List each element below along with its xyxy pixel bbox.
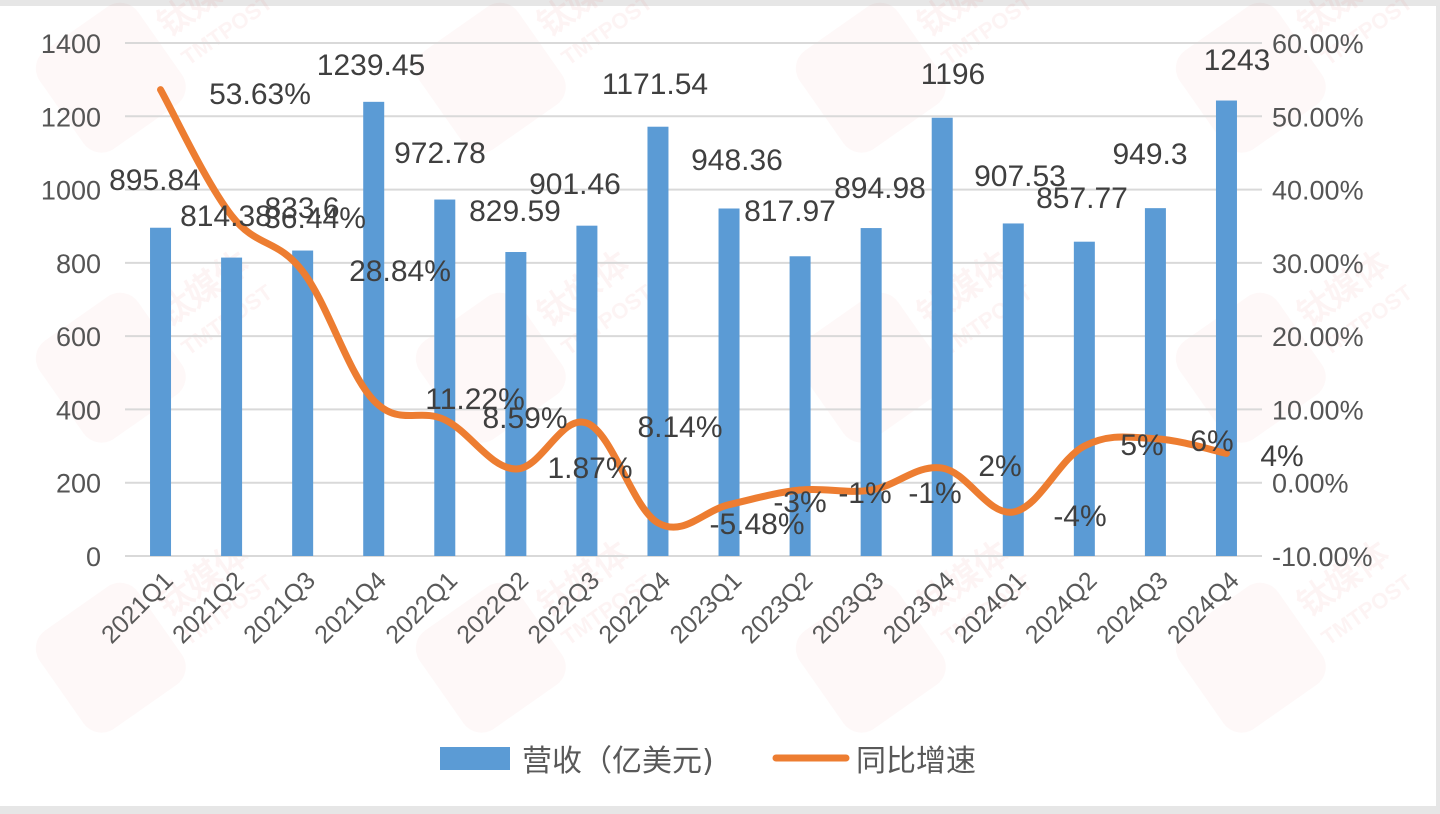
revenue-bar xyxy=(292,250,314,556)
revenue-bar xyxy=(647,126,669,557)
bar-value-label: 1196 xyxy=(921,58,986,91)
category-label: 2024Q2 xyxy=(1020,566,1103,649)
revenue-bar xyxy=(150,227,172,556)
growth-value-label: 2% xyxy=(978,450,1021,483)
revenue-bar xyxy=(1215,100,1237,556)
category-label: 2021Q4 xyxy=(309,566,392,649)
left-axis-tick-label: 200 xyxy=(56,469,101,499)
revenue-bar xyxy=(718,208,740,556)
growth-value-label: 8.14% xyxy=(637,411,722,444)
line-data-labels: 53.63% 36.44% 28.84% 11.22%8.59% 1.87%8.14% -… xyxy=(209,78,1304,541)
growth-value-label: 5% xyxy=(1120,429,1163,462)
legend-bar-swatch-icon xyxy=(440,747,510,770)
growth-value-label: -3% xyxy=(773,486,826,519)
bar-value-label: 817.97 xyxy=(744,195,836,228)
legend-label-revenue: 营收（亿美元) xyxy=(522,744,714,779)
legend: 营收（亿美元) 同比增速 xyxy=(440,744,976,779)
right-axis-tick-label: 60.00% xyxy=(1272,29,1364,59)
growth-value-label: 8.59% xyxy=(482,402,567,435)
right-axis-tick-label: 20.00% xyxy=(1272,322,1364,352)
right-axis-tick-label: 30.00% xyxy=(1272,249,1364,279)
revenue-bar xyxy=(789,256,811,556)
revenue-bar xyxy=(576,225,598,556)
growth-value-label: 11.22% xyxy=(425,383,525,416)
growth-line-path xyxy=(157,86,1230,531)
growth-value-label: -1% xyxy=(838,477,891,510)
right-axis-ticks: -10.00% 0.00% 10.00% 20.00% 30.00% 40.00% 50.0… xyxy=(1272,29,1373,572)
growth-value-label: -4% xyxy=(1053,500,1106,533)
left-axis-tick-label: 600 xyxy=(56,322,101,352)
left-axis-tick-label: 800 xyxy=(56,249,101,279)
growth-value-label: 28.84% xyxy=(349,255,451,288)
bar-value-label: 1243 xyxy=(1204,44,1271,77)
revenue-bar xyxy=(1002,223,1024,556)
bar-value-label: 1239.45 xyxy=(317,49,425,82)
growth-value-label: 53.63% xyxy=(209,78,311,111)
revenue-bar xyxy=(1073,241,1095,556)
left-axis-ticks: 0 200 400 600 800 1000 1200 1400 xyxy=(41,29,101,572)
category-label: 2023Q1 xyxy=(665,566,748,649)
left-axis-tick-label: 1200 xyxy=(41,102,101,132)
growth-value-label: 36.44% xyxy=(264,202,366,235)
left-axis-tick-label: 1000 xyxy=(41,176,101,206)
bar-value-label: 857.77 xyxy=(1036,182,1128,215)
bar-value-label: 895.84 xyxy=(109,164,201,197)
left-axis-tick-label: 0 xyxy=(86,542,101,572)
category-label: 2024Q3 xyxy=(1091,566,1174,649)
revenue-bars xyxy=(150,100,1237,557)
revenue-bar xyxy=(221,257,243,556)
left-axis-tick-label: 400 xyxy=(56,395,101,425)
growth-value-label: 6% xyxy=(1190,425,1233,458)
revenue-bar xyxy=(931,117,953,556)
bar-value-label: 833.6 xyxy=(264,192,339,225)
right-axis-tick-label: 40.00% xyxy=(1272,176,1364,206)
right-axis-tick-label: 50.00% xyxy=(1272,102,1364,132)
bar-value-label: 1171.54 xyxy=(602,68,708,101)
bar-value-label: 894.98 xyxy=(834,172,926,205)
growth-value-label: 4% xyxy=(1260,440,1303,473)
left-axis-tick-label: 1400 xyxy=(41,29,101,59)
revenue-bar xyxy=(860,228,882,556)
bar-value-label: 814.38 xyxy=(180,200,272,233)
growth-line xyxy=(157,86,1230,531)
growth-value-label: 1.87% xyxy=(547,452,632,485)
revenue-bar xyxy=(363,101,385,556)
growth-value-label: -1% xyxy=(908,477,961,510)
bar-value-label: 901.46 xyxy=(529,168,621,201)
growth-value-label: -5.48% xyxy=(709,508,804,541)
revenue-bar xyxy=(1144,208,1166,556)
right-axis-tick-label: -10.00% xyxy=(1272,542,1373,572)
gridlines xyxy=(125,42,1262,557)
legend-label-growth: 同比增速 xyxy=(856,744,976,779)
right-axis-tick-label: 10.00% xyxy=(1272,395,1364,425)
bar-value-label: 948.36 xyxy=(691,144,783,177)
bar-value-label: 829.59 xyxy=(469,195,561,228)
bar-value-label: 949.3 xyxy=(1112,138,1187,171)
bar-value-label: 972.78 xyxy=(394,137,486,170)
right-axis-tick-label: 0.00% xyxy=(1272,469,1349,499)
revenue-bar xyxy=(434,199,456,557)
bar-value-label: 907.53 xyxy=(974,160,1066,193)
revenue-bar xyxy=(505,252,527,556)
